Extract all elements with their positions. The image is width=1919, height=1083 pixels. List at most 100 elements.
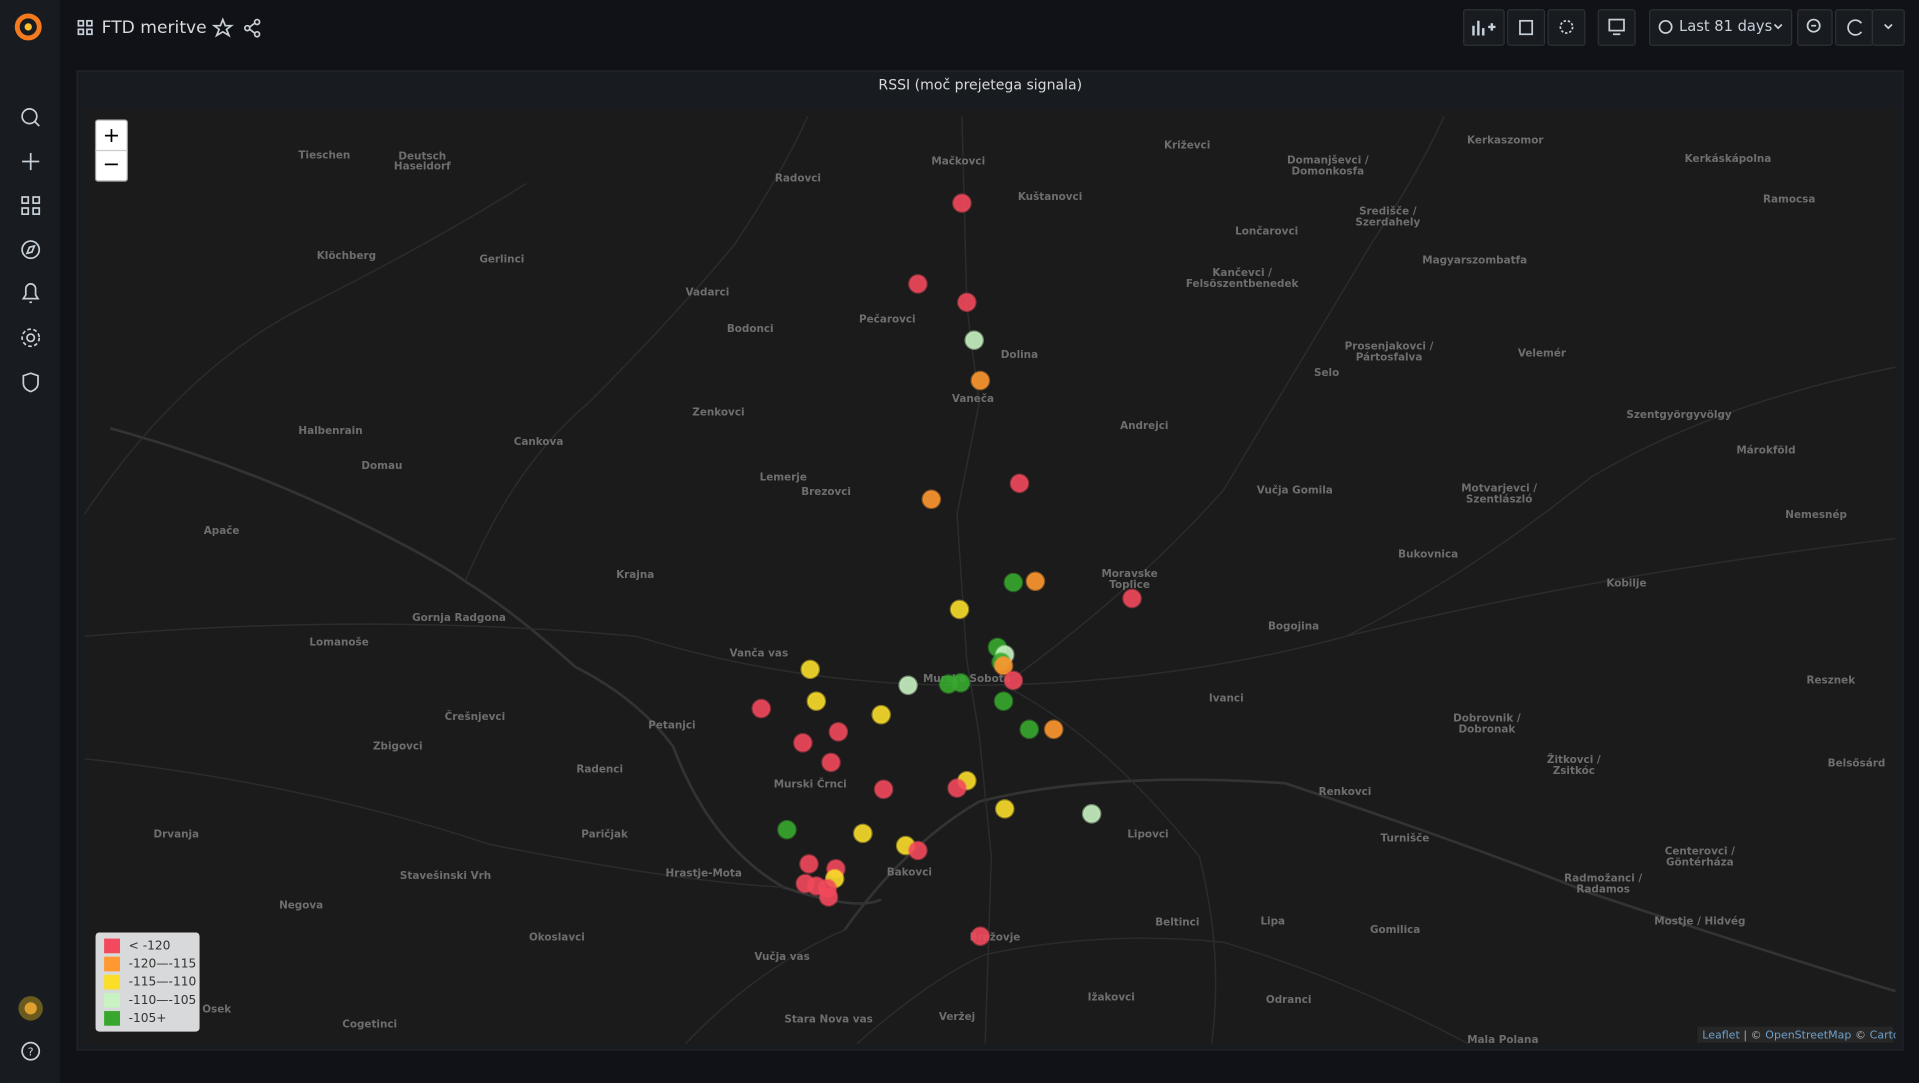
measurement-point[interactable] <box>1083 805 1100 822</box>
measurement-point[interactable] <box>794 734 811 751</box>
measurement-point[interactable] <box>1045 721 1062 738</box>
measurement-point[interactable] <box>995 693 1012 710</box>
measurement-point[interactable] <box>948 780 965 797</box>
tv-mode-button[interactable] <box>1598 10 1635 45</box>
measurement-point[interactable] <box>923 491 940 508</box>
time-range[interactable]: Last 81 days <box>1679 18 1772 35</box>
measurement-point[interactable] <box>800 855 817 872</box>
place-label: Negova <box>279 900 323 912</box>
place-label: Drvanja <box>154 829 200 841</box>
save-button[interactable] <box>1508 10 1545 45</box>
place-label: Okoslavci <box>529 931 585 943</box>
zoom-out-time-button[interactable] <box>1798 10 1832 45</box>
place-label: Dolina <box>1001 349 1038 361</box>
refresh-button[interactable] <box>1836 10 1873 45</box>
measurement-point[interactable] <box>972 372 989 389</box>
place-label: Dobronak <box>1459 723 1517 735</box>
place-label: Črešnjevci <box>445 710 505 723</box>
measurement-point[interactable] <box>951 601 968 618</box>
place-label: Stavešinski Vrh <box>400 870 491 882</box>
place-label: Kerkaszomor <box>1467 135 1544 147</box>
attribution-osm[interactable]: OpenStreetMap <box>1765 1028 1851 1041</box>
refresh-interval-button[interactable] <box>1872 10 1904 45</box>
place-label: Brezovci <box>801 486 851 498</box>
measurement-point[interactable] <box>900 677 917 694</box>
legend-label: -120—-115 <box>129 957 197 971</box>
place-label: Tieschen <box>298 149 350 161</box>
legend-label: -105+ <box>129 1011 167 1025</box>
measurement-point[interactable] <box>996 800 1013 817</box>
place-label: Lemerje <box>760 471 807 483</box>
place-label: Mačkovci <box>931 156 985 168</box>
map[interactable]: MačkovciRadovciKuštanovciKriževciTiesche… <box>85 109 1916 1046</box>
measurement-point[interactable] <box>753 700 770 717</box>
place-label: Vanča vas <box>729 647 788 659</box>
place-label: Selo <box>1314 367 1339 379</box>
legend-swatch <box>104 993 120 1008</box>
place-label: Kerkáskápolna <box>1685 153 1772 165</box>
measurement-point[interactable] <box>953 195 970 212</box>
zoom-in-button[interactable]: + <box>103 123 120 147</box>
place-label: Pečarovci <box>859 313 916 325</box>
measurement-point[interactable] <box>1011 475 1028 492</box>
place-label: Nemesnép <box>1785 509 1847 521</box>
measurement-point[interactable] <box>1123 590 1140 607</box>
measurement-point[interactable] <box>820 888 837 905</box>
place-label: Resznek <box>1806 674 1856 686</box>
place-label: Zsitkóc <box>1553 765 1595 777</box>
place-label: Paričjak <box>581 829 629 841</box>
place-label: Kuštanovci <box>1018 191 1082 203</box>
zoom-out-button[interactable]: − <box>103 152 120 176</box>
place-label: Szerdahely <box>1355 217 1420 229</box>
place-label: Bukovnica <box>1398 548 1458 560</box>
measurement-point[interactable] <box>958 294 975 311</box>
place-label: Vučja vas <box>754 951 809 963</box>
place-label: Domau <box>361 460 402 472</box>
measurement-point[interactable] <box>1027 573 1044 590</box>
time-picker[interactable]: Last 81 days <box>1650 10 1792 45</box>
measurement-point[interactable] <box>778 821 795 838</box>
measurement-point[interactable] <box>802 661 819 678</box>
measurement-point[interactable] <box>966 332 983 349</box>
place-label: Bakovci <box>887 867 932 879</box>
attribution-leaflet[interactable]: Leaflet <box>1702 1028 1740 1041</box>
place-label: Radamos <box>1576 884 1630 896</box>
measurement-point[interactable] <box>1021 721 1038 738</box>
measurement-point[interactable] <box>952 674 969 691</box>
place-label: Hrastje-Mota <box>666 868 742 880</box>
place-label: Velemér <box>1518 348 1567 360</box>
legend-label: -110—-105 <box>129 993 197 1007</box>
place-label: Felsöszentbenedek <box>1186 278 1300 290</box>
measurement-point[interactable] <box>830 723 847 740</box>
place-label: Turnišče <box>1381 832 1430 844</box>
user-avatar[interactable] <box>18 996 42 1020</box>
measurement-point[interactable] <box>909 275 926 292</box>
place-label: Göntérháza <box>1666 857 1734 869</box>
place-label: Osek <box>202 1004 232 1016</box>
place-label: Lomanoše <box>309 636 368 648</box>
panel-title[interactable]: RSSI (moč prejetega signala) <box>878 78 1082 94</box>
measurement-point[interactable] <box>854 825 871 842</box>
measurement-point[interactable] <box>972 928 989 945</box>
place-label: Belsősárd <box>1828 758 1886 770</box>
measurement-point[interactable] <box>808 693 825 710</box>
measurement-point[interactable] <box>875 781 892 798</box>
place-label: Gornja Radgona <box>412 612 506 624</box>
place-label: Cogetinci <box>342 1018 397 1030</box>
measurement-point[interactable] <box>1005 672 1022 689</box>
place-label: Kobilje <box>1606 578 1646 590</box>
measurement-point[interactable] <box>822 754 839 771</box>
place-label: Vadarci <box>686 286 730 298</box>
settings-button[interactable] <box>1548 10 1585 45</box>
dashboard-title[interactable]: FTD meritve <box>102 18 207 38</box>
attribution: Leaflet| ©OpenStreetMap©CartoDB <box>1702 1028 1915 1041</box>
add-panel-button[interactable] <box>1464 10 1504 45</box>
measurement-point[interactable] <box>909 842 926 859</box>
legend-label: < -120 <box>129 938 171 952</box>
measurement-point[interactable] <box>873 706 890 723</box>
place-label: Ramocsa <box>1763 193 1815 205</box>
attribution-copy: © <box>1855 1028 1866 1041</box>
place-label: Mostje / Hidvég <box>1654 915 1745 927</box>
zoom-control: + − <box>96 120 128 181</box>
measurement-point[interactable] <box>1005 574 1022 591</box>
